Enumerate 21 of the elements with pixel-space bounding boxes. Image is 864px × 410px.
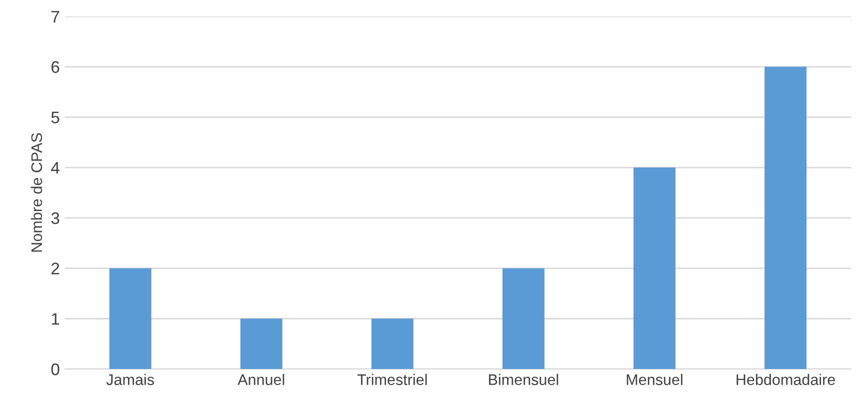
bar xyxy=(634,168,676,369)
y-tick-label: 7 xyxy=(52,10,60,22)
bar xyxy=(502,268,544,369)
y-tick-label: 5 xyxy=(51,112,60,124)
bar xyxy=(109,268,152,369)
y-axis-title: Nombre de CPAS xyxy=(30,133,42,252)
x-tick-label: Annuel xyxy=(238,374,284,386)
x-tick-label: Bimensuel xyxy=(489,374,558,386)
y-tick-label: 6 xyxy=(52,61,60,73)
y-tick-label: 1 xyxy=(52,313,60,325)
bar xyxy=(371,318,414,369)
y-tick-label: 3 xyxy=(51,212,60,224)
x-tick-label: Mensuel xyxy=(626,374,682,386)
x-tick-label: Jamais xyxy=(106,374,154,386)
x-tick-label: Trimestriel xyxy=(357,374,427,386)
bar xyxy=(764,66,806,369)
bar xyxy=(240,318,282,369)
x-tick-label: Hebdomadaire xyxy=(736,374,835,386)
y-tick-label: 4 xyxy=(51,162,60,174)
y-tick-label: 2 xyxy=(52,262,60,274)
y-tick-label: 0 xyxy=(51,363,60,376)
